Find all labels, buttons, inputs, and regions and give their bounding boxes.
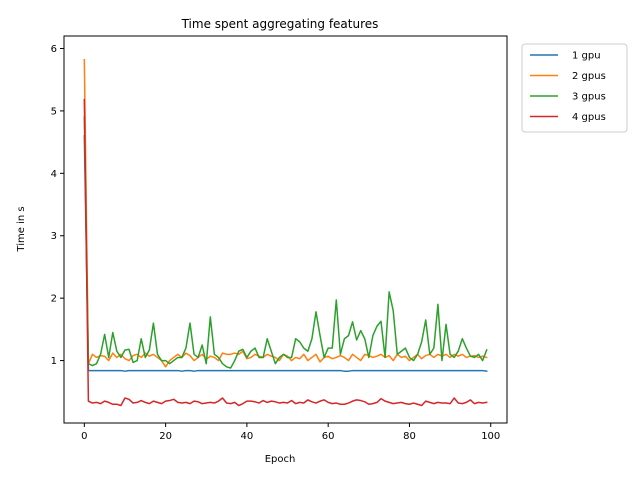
x-tick-label: 100 [481,431,500,442]
y-tick-label: 2 [51,294,57,305]
y-tick-label: 5 [51,106,57,117]
x-tick-label: 0 [81,431,87,442]
y-tick-label: 6 [51,44,57,55]
x-tick-label: 20 [159,431,172,442]
series-line-1 [83,135,488,373]
legend: 1 gpu 2 gpus 3 gpus 4 gpus [521,43,628,133]
y-axis-ticks: 1 2 3 4 5 6 [51,44,64,367]
x-tick-label: 60 [322,431,335,442]
x-tick-label: 40 [241,431,254,442]
y-axis-label: Time in s [16,206,27,252]
legend-frame [521,43,628,133]
legend-label-3: 3 gpus [572,92,606,103]
y-tick-label: 4 [51,169,57,180]
x-axis-label: Epoch [265,454,296,465]
series-layer [83,58,488,407]
chart-title: Time spent aggregating features [181,17,379,31]
series-line-4 [83,98,488,407]
legend-label-1: 1 gpu [572,51,601,62]
legend-label-4: 4 gpus [572,112,606,123]
legend-label-2: 2 gpus [572,71,606,82]
x-tick-label: 80 [403,431,416,442]
x-axis-ticks: 0 20 40 60 80 100 [81,423,500,442]
series-line-3 [83,116,488,369]
y-tick-label: 3 [51,231,57,242]
plot-frame [63,35,508,424]
y-tick-label: 1 [51,356,57,367]
